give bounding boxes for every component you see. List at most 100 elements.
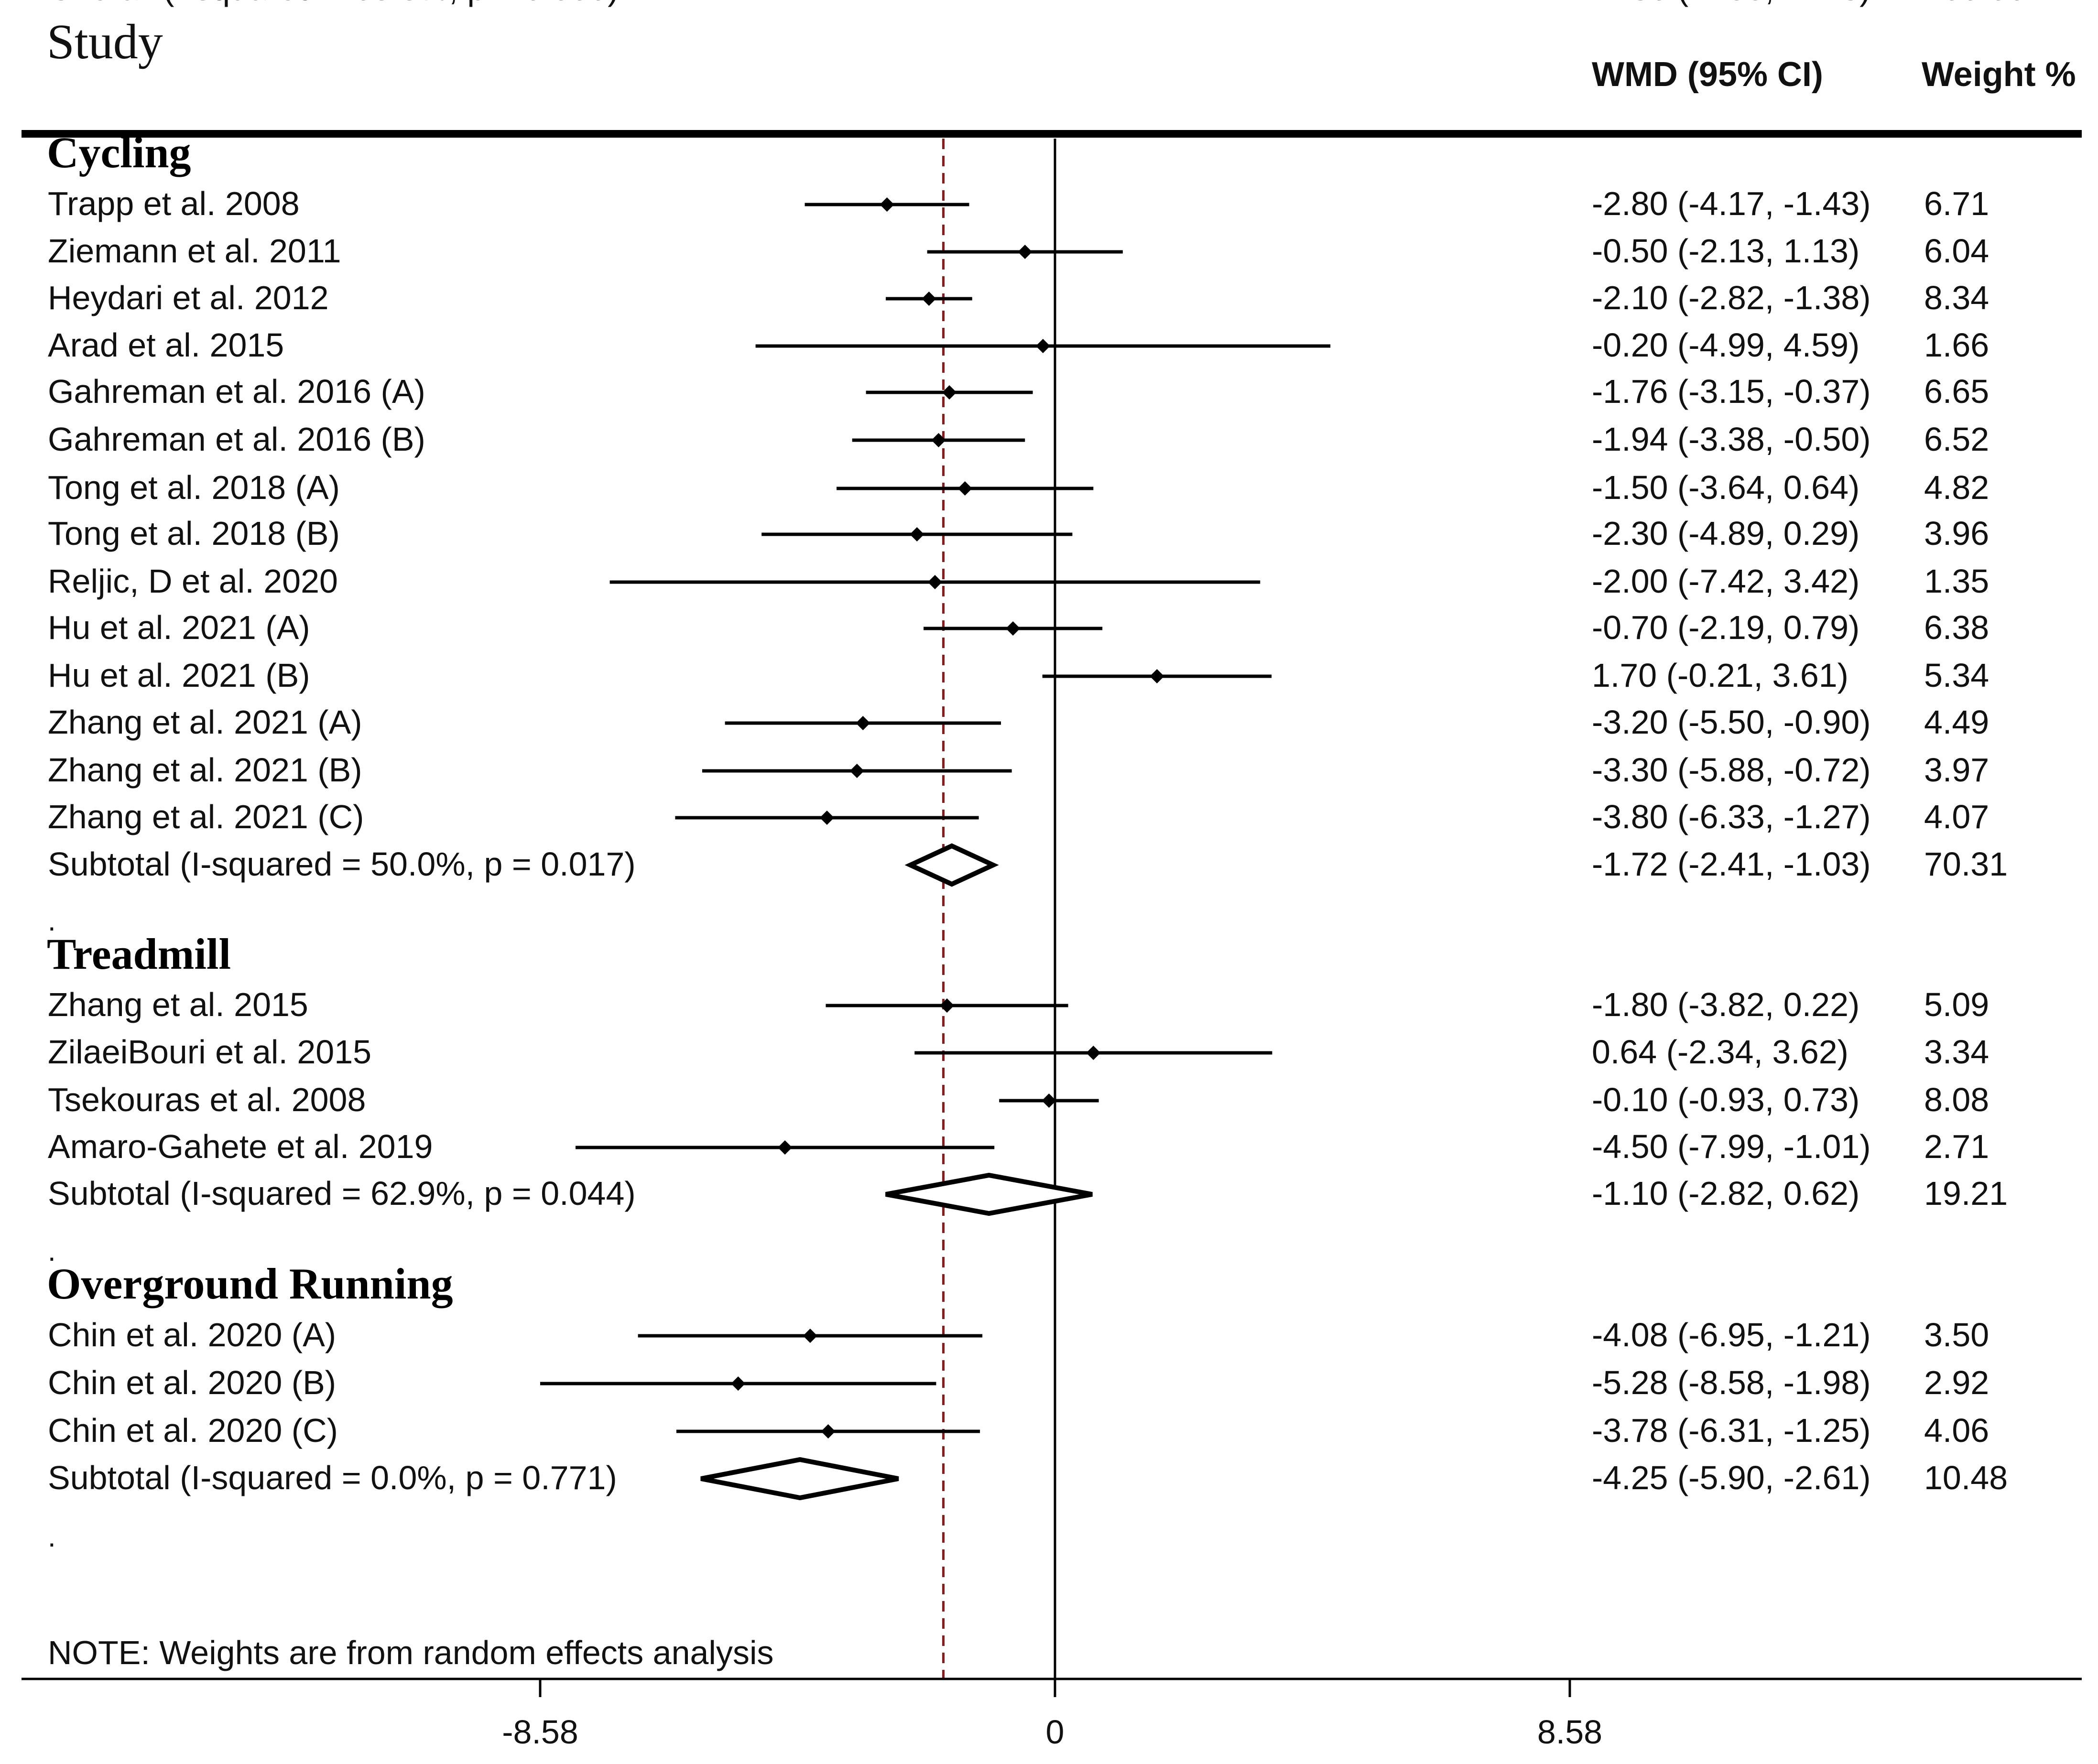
weight-value: 2.92	[1924, 1364, 1989, 1401]
effect-ci-value: -3.20 (-5.50, -0.90)	[1592, 703, 1871, 741]
study-label: Zhang et al. 2021 (A)	[48, 703, 362, 741]
effect-ci-value: -4.25 (-5.90, -2.61)	[1592, 1459, 1871, 1496]
study-label: Amaro-Gahete et al. 2019	[48, 1128, 433, 1165]
point-estimate-marker	[1018, 245, 1033, 259]
weight-value: 3.97	[1924, 751, 1989, 789]
weight-value: 6.52	[1924, 421, 1989, 458]
effect-column-header: WMD (95% CI)	[1592, 55, 1823, 94]
spacer-dot: .	[48, 1235, 56, 1267]
effect-ci-value: -1.76 (-3.15, -0.37)	[1592, 373, 1871, 410]
x-axis-tick-label: 0	[1046, 1713, 1065, 1751]
footnote: NOTE: Weights are from random effects an…	[48, 1634, 774, 1671]
weight-value: 100.00	[1924, 0, 2026, 7]
effect-ci-value: 1.70 (-0.21, 3.61)	[1592, 657, 1848, 694]
point-estimate-marker	[778, 1140, 793, 1155]
point-estimate-marker	[1035, 339, 1050, 353]
point-estimate-marker	[849, 764, 864, 778]
point-estimate-marker	[927, 575, 942, 589]
point-estimate-marker	[820, 811, 835, 825]
weight-value: 6.38	[1924, 609, 1989, 646]
weight-value: 5.09	[1924, 986, 1989, 1023]
overall-label: Overall (I-squared = 63.3%, p = 0.000)	[48, 0, 619, 7]
study-label: Hu et al. 2021 (A)	[48, 609, 310, 646]
point-estimate-marker	[922, 292, 936, 306]
effect-ci-value: -2.10 (-2.82, -1.38)	[1592, 279, 1871, 316]
effect-ci-value: -1.94 (-3.38, -0.50)	[1592, 421, 1871, 458]
effect-ci-value: -1.50 (-3.64, 0.64)	[1592, 469, 1859, 506]
weight-value: 6.04	[1924, 232, 1989, 270]
point-estimate-marker	[731, 1376, 746, 1391]
study-label: Zhang et al. 2021 (B)	[48, 751, 362, 789]
spacer-dot: .	[48, 905, 56, 937]
effect-ci-value: -2.30 (-4.89, 0.29)	[1592, 515, 1859, 552]
subtotal-diamond	[700, 1457, 899, 1501]
study-label: Tong et al. 2018 (A)	[48, 469, 340, 506]
study-label: Hu et al. 2021 (B)	[48, 657, 310, 694]
weight-value: 4.49	[1924, 703, 1989, 741]
plot-area: Cycling Trapp et al. 2008 -2.80 (-4.17, -1…	[22, 0, 2082, 1751]
effect-ci-value: -0.10 (-0.93, 0.73)	[1592, 1081, 1859, 1118]
point-estimate-marker	[821, 1424, 836, 1439]
effect-ci-value: -4.50 (-7.99, -1.01)	[1592, 1128, 1871, 1165]
effect-ci-value: -5.28 (-8.58, -1.98)	[1592, 1364, 1871, 1401]
weight-value: 3.96	[1924, 515, 1989, 552]
effect-ci-value: -0.70 (-2.19, 0.79)	[1592, 609, 1859, 646]
point-estimate-marker	[1086, 1046, 1101, 1060]
x-axis-tick-label: -8.58	[502, 1713, 578, 1751]
weight-value: 4.07	[1924, 798, 1989, 835]
subtotal-diamond	[904, 843, 999, 887]
study-label: Heydari et al. 2012	[48, 279, 329, 316]
effect-ci-value: -1.10 (-2.82, 0.62)	[1592, 1175, 1859, 1212]
point-estimate-marker	[803, 1329, 817, 1343]
weight-value: 1.66	[1924, 326, 1989, 364]
point-estimate-marker	[910, 527, 924, 541]
subtotal-diamond	[885, 1172, 1093, 1216]
weight-value: 1.35	[1924, 563, 1989, 600]
study-label: Trapp et al. 2008	[48, 185, 300, 222]
study-label: Chin et al. 2020 (A)	[48, 1316, 336, 1353]
subtotal-label: Subtotal (I-squared = 62.9%, p = 0.044)	[48, 1175, 636, 1212]
group-heading: Overground Running	[47, 1259, 453, 1308]
study-label: Reljic, D et al. 2020	[48, 563, 338, 600]
effect-ci-value: -3.30 (-5.88, -0.72)	[1592, 751, 1871, 789]
effect-ci-value: 0.64 (-2.34, 3.62)	[1592, 1033, 1848, 1071]
effect-ci-value: -2.00 (-7.42, 3.42)	[1592, 563, 1859, 600]
effect-ci-value: -3.78 (-6.31, -1.25)	[1592, 1412, 1871, 1449]
point-estimate-marker	[942, 385, 957, 400]
effect-ci-value: -0.50 (-2.13, 1.13)	[1592, 232, 1859, 270]
effect-ci-value: -4.08 (-6.95, -1.21)	[1592, 1316, 1871, 1353]
effect-ci-value: -3.80 (-6.33, -1.27)	[1592, 798, 1871, 835]
effect-ci-value: -0.20 (-4.99, 4.59)	[1592, 326, 1859, 364]
weight-value: 6.71	[1924, 185, 1989, 222]
weight-value: 4.82	[1924, 469, 1989, 506]
study-label: Tsekouras et al. 2008	[48, 1081, 366, 1118]
study-label: Gahreman et al. 2016 (A)	[48, 373, 425, 410]
effect-ci-value: -1.86 (-2.55, -1.18)	[1592, 0, 1871, 7]
point-estimate-marker	[856, 716, 870, 730]
group-heading: Treadmill	[47, 930, 231, 978]
study-label: Chin et al. 2020 (B)	[48, 1364, 336, 1401]
weight-value: 3.34	[1924, 1033, 1989, 1071]
point-estimate-marker	[1042, 1093, 1056, 1108]
spacer-dot: .	[48, 1521, 56, 1553]
point-estimate-marker	[940, 998, 955, 1013]
x-axis-tick-label: 8.58	[1537, 1713, 1602, 1751]
study-label: Tong et al. 2018 (B)	[48, 515, 340, 552]
weight-value: 5.34	[1924, 657, 1989, 694]
point-estimate-marker	[880, 197, 894, 212]
point-estimate-marker	[957, 481, 972, 496]
study-label: Zhang et al. 2021 (C)	[48, 798, 364, 835]
study-label: Zhang et al. 2015	[48, 986, 308, 1023]
chart-title: Study	[47, 14, 163, 69]
point-estimate-marker	[931, 433, 946, 447]
effect-ci-value: -1.72 (-2.41, -1.03)	[1592, 845, 1871, 883]
point-estimate-marker	[1006, 621, 1021, 636]
weight-value: 10.48	[1924, 1459, 2008, 1496]
study-label: Gahreman et al. 2016 (B)	[48, 421, 425, 458]
effect-ci-value: -2.80 (-4.17, -1.43)	[1592, 185, 1871, 222]
weight-value: 70.31	[1924, 845, 2008, 883]
weight-value: 2.71	[1924, 1128, 1989, 1165]
study-label: Chin et al. 2020 (C)	[48, 1412, 338, 1449]
study-label: Ziemann et al. 2011	[48, 232, 341, 270]
